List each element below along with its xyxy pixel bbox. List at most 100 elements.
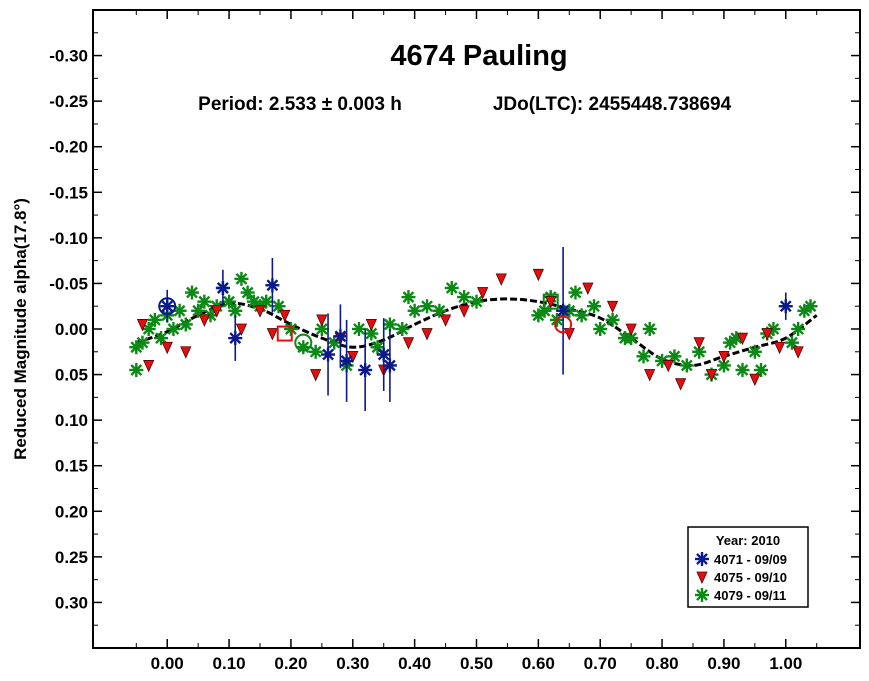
data-point-asterisk-stroke [217,282,229,294]
legend-marker-asterisk-stroke [696,553,708,565]
data-point-triangle [254,305,266,318]
series-1 [136,268,804,391]
y-tick-label: 0.30 [55,593,88,612]
series-0 [160,246,793,412]
data-point-asterisk-stroke [142,323,155,335]
data-point-asterisk-stroke [260,295,273,308]
data-point-asterisk-stroke [433,304,446,317]
legend-label: 4075 - 09/10 [714,570,787,585]
legend-entries: 4071 - 09/09 4075 - 09/10 4079 - 09/11 [695,552,787,603]
data-point-asterisk-stroke [736,364,749,376]
period-label: Period: 2.533 ± 0.003 h [198,94,402,115]
data-point-asterisk-stroke [340,355,353,367]
data-point-triangle [749,373,761,387]
data-point-triangle [279,309,291,323]
data-point-asterisk-stroke [668,350,681,363]
data-point-triangle [495,273,507,286]
x-tick-label: 0.90 [707,654,740,673]
data-point-triangle [310,369,322,382]
data-point-asterisk-stroke [384,359,396,372]
y-tick-label: 0.05 [55,366,88,385]
y-axis-label: Reduced Magnitude alpha(17.8°) [11,198,30,460]
data-point-asterisk-stroke [748,345,761,358]
data-point-asterisk-stroke [179,318,192,331]
series-2 [129,271,818,382]
legend-title: Year: 2010 [716,533,780,548]
x-tick-label: 0.30 [336,654,369,673]
data-point-asterisk-stroke [470,295,483,308]
data-point-asterisk-stroke [365,327,378,340]
data-point-asterisk-stroke [786,336,798,349]
data-point-asterisk-stroke [445,282,458,294]
data-point-triangle [693,337,705,350]
x-tick-label: 0.70 [584,654,617,673]
data-point-triangle [644,369,656,382]
data-point-triangle [718,350,730,364]
data-point-asterisk-stroke [680,359,693,372]
data-point-triangle [532,268,544,282]
data-point-triangle [477,287,489,300]
data-point-asterisk-stroke [266,279,279,292]
reference-markers [158,293,573,352]
x-tick-label: 0.00 [151,654,184,673]
data-point-triangle [198,314,210,327]
legend: Year: 2010 4071 - 09/09 4075 - 09/10 4079 … [687,526,809,608]
data-point-asterisk-stroke [755,364,767,376]
legend-label: 4071 - 09/09 [714,552,787,567]
data-point-asterisk-stroke [241,286,254,299]
x-tick-label: 0.60 [522,654,555,673]
data-point-asterisk-stroke [557,304,569,317]
data-point-asterisk-stroke [334,330,347,343]
data-point-asterisk-stroke [155,332,167,345]
data-point-asterisk-stroke [804,300,817,313]
y-tick-label: 0.20 [55,502,88,521]
data-point-triangle [792,346,804,359]
data-point-asterisk-stroke [315,323,328,335]
y-tick-label: -0.15 [49,183,88,202]
reference-square [542,293,559,310]
legend-marker-triangle [696,571,708,584]
data-point-asterisk-stroke [229,304,242,317]
x-tick-label: 0.40 [398,654,431,673]
data-point-triangle [136,319,149,332]
data-point-triangle [161,341,173,355]
y-tick-label: -0.05 [49,274,88,293]
data-point-asterisk-stroke [223,295,235,308]
data-point-asterisk-stroke [643,323,656,335]
axis-ticks: 0.00 0.10 0.20 0.30 0.40 0.50 0.60 0.70 0.80 0.90… [49,10,860,673]
data-point-triangle [439,314,452,327]
data-point-triangle [235,323,248,336]
x-tick-label: 0.20 [274,654,307,673]
data-point-asterisk-stroke [148,313,161,326]
data-point-triangle [582,282,594,295]
x-tick-label: 0.80 [646,654,679,673]
x-tick-label: 0.10 [213,654,246,673]
y-tick-label: 0.15 [55,457,88,476]
data-point-asterisk-stroke [192,304,205,317]
data-point-asterisk-stroke [637,350,650,363]
data-point-asterisk-stroke [136,336,149,349]
data-point-asterisk-stroke [718,359,730,372]
data-point-asterisk-stroke [186,286,198,299]
data-point-asterisk-stroke [371,341,384,354]
y-tick-label: 0.25 [55,548,88,567]
data-point-triangle [180,346,192,359]
y-tick-label: -0.30 [49,47,88,66]
legend-entry: 4071 - 09/09 [695,552,787,567]
data-point-triangle [143,360,155,373]
reference-circle [294,333,313,352]
y-tick-label: 0.10 [55,411,88,430]
data-point-asterisk-stroke [792,323,805,335]
x-tick-label: 1.00 [769,654,802,673]
data-point-triangle [606,300,619,314]
data-point-asterisk-stroke [161,300,174,313]
data-point-asterisk-stroke [569,286,582,299]
epoch-label: JDo(LTC): 2455448.738694 [493,94,732,115]
legend-entry: 4075 - 09/10 [696,570,787,585]
data-point-triangle [402,337,415,350]
data-point-asterisk-stroke [247,295,260,308]
x-tick-label: 0.50 [460,654,493,673]
legend-marker-asterisk-stroke [696,589,708,601]
y-tick-label: -0.25 [49,92,88,111]
